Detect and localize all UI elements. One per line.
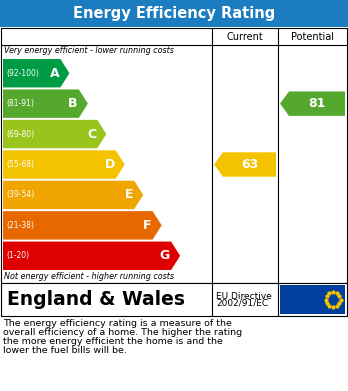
- Text: Very energy efficient - lower running costs: Very energy efficient - lower running co…: [4, 46, 174, 55]
- Text: (81-91): (81-91): [6, 99, 34, 108]
- Polygon shape: [3, 90, 88, 118]
- Polygon shape: [3, 181, 143, 209]
- Polygon shape: [3, 242, 180, 270]
- Text: F: F: [143, 219, 152, 232]
- Bar: [280, 285, 345, 314]
- Text: Energy Efficiency Rating: Energy Efficiency Rating: [73, 6, 275, 21]
- Polygon shape: [3, 150, 125, 179]
- Text: England & Wales: England & Wales: [7, 290, 185, 309]
- Bar: [1, 28, 347, 283]
- Text: Potential: Potential: [291, 32, 334, 41]
- Text: EU Directive: EU Directive: [216, 292, 272, 301]
- Text: E: E: [125, 188, 133, 201]
- Text: 63: 63: [241, 158, 258, 171]
- Text: lower the fuel bills will be.: lower the fuel bills will be.: [3, 346, 127, 355]
- Polygon shape: [214, 152, 276, 177]
- Text: Not energy efficient - higher running costs: Not energy efficient - higher running co…: [4, 272, 174, 281]
- Text: overall efficiency of a home. The higher the rating: overall efficiency of a home. The higher…: [3, 328, 242, 337]
- Text: (21-38): (21-38): [6, 221, 34, 230]
- Text: B: B: [68, 97, 78, 110]
- Text: A: A: [50, 67, 60, 80]
- Bar: [0, 0, 348, 27]
- Text: the more energy efficient the home is and the: the more energy efficient the home is an…: [3, 337, 223, 346]
- Text: The energy efficiency rating is a measure of the: The energy efficiency rating is a measur…: [3, 319, 232, 328]
- Text: (1-20): (1-20): [6, 251, 29, 260]
- Text: (69-80): (69-80): [6, 129, 34, 138]
- Text: 2002/91/EC: 2002/91/EC: [216, 299, 268, 308]
- Polygon shape: [3, 211, 162, 240]
- Bar: [1, 283, 347, 316]
- Text: G: G: [160, 249, 170, 262]
- Text: (92-100): (92-100): [6, 69, 39, 78]
- Text: C: C: [87, 127, 96, 141]
- Text: (55-68): (55-68): [6, 160, 34, 169]
- Polygon shape: [3, 120, 106, 148]
- Text: Current: Current: [227, 32, 263, 41]
- Text: (39-54): (39-54): [6, 190, 34, 199]
- Polygon shape: [280, 91, 345, 116]
- Polygon shape: [3, 59, 69, 88]
- Text: 81: 81: [308, 97, 326, 110]
- Text: The energy efficiency rating is a measure of the overall efficiency of a home. T: The energy efficiency rating is a measur…: [0, 390, 1, 391]
- Text: D: D: [104, 158, 115, 171]
